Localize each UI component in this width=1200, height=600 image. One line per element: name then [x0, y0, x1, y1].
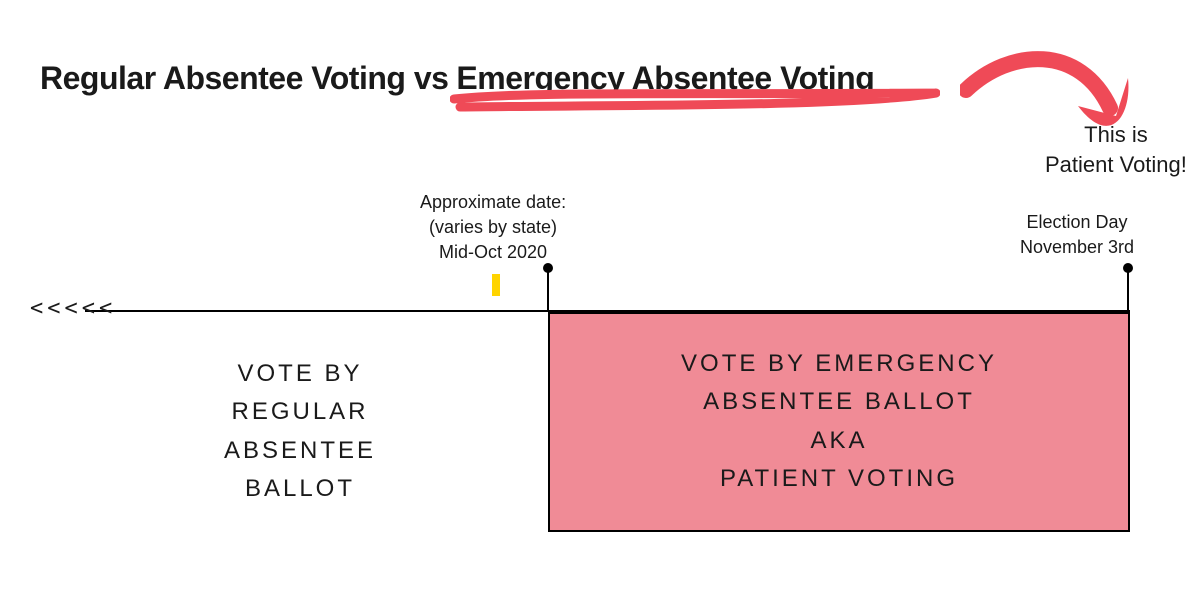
callout-text: This is Patient Voting!	[1045, 120, 1187, 179]
page-title: Regular Absentee Voting vs Emergency Abs…	[40, 60, 874, 97]
yellow-marker	[492, 274, 500, 296]
tick1-label-l3: Mid-Oct 2020	[420, 240, 566, 265]
emergency-l1: VOTE BY EMERGENCY	[550, 345, 1128, 383]
emergency-l4: PATIENT VOTING	[550, 460, 1128, 498]
regular-l4: BALLOT	[150, 470, 450, 508]
tick1-label-l1: Approximate date:	[420, 190, 566, 215]
tick1-label-l2: (varies by state)	[420, 215, 566, 240]
tick2-line	[1127, 268, 1129, 310]
tick1-line	[547, 268, 549, 310]
regular-l1: VOTE BY	[150, 355, 450, 393]
tick2-label: Election Day November 3rd	[1020, 210, 1134, 260]
tick2-label-l1: Election Day	[1020, 210, 1134, 235]
tick2-label-l2: November 3rd	[1020, 235, 1134, 260]
underline-scribble	[450, 85, 940, 115]
callout-line2: Patient Voting!	[1045, 150, 1187, 180]
regular-l3: ABSENTEE	[150, 432, 450, 470]
timeline-continues-left-icon: <<<<<	[30, 296, 116, 321]
title-emphasis: Emergency Absentee Voting	[456, 60, 874, 97]
regular-l2: REGULAR	[150, 393, 450, 431]
emergency-box-text: VOTE BY EMERGENCY ABSENTEE BALLOT AKA PA…	[550, 345, 1128, 499]
tick2-dot	[1123, 263, 1133, 273]
emergency-absentee-box: VOTE BY EMERGENCY ABSENTEE BALLOT AKA PA…	[548, 312, 1130, 532]
title-part1: Regular Absentee Voting vs	[40, 60, 448, 97]
emergency-l2: ABSENTEE BALLOT	[550, 384, 1128, 422]
emergency-l3: AKA	[550, 422, 1128, 460]
tick1-label: Approximate date: (varies by state) Mid-…	[420, 190, 566, 266]
callout-line1: This is	[1045, 120, 1187, 150]
regular-absentee-block: VOTE BY REGULAR ABSENTEE BALLOT	[150, 355, 450, 509]
